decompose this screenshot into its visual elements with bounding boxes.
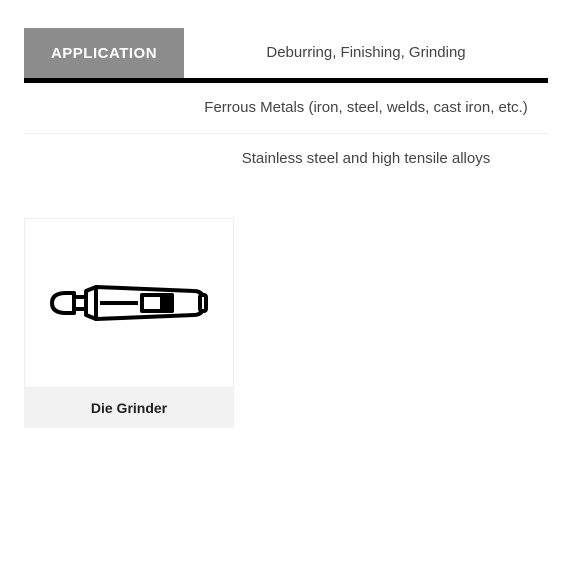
row-application-value: Deburring, Finishing, Grinding xyxy=(184,28,548,78)
row-metal-label: METAL xyxy=(24,83,184,133)
row-application-label: APPLICATION xyxy=(24,28,184,78)
spec-table: APPLICATION Deburring, Finishing, Grindi… xyxy=(24,28,548,184)
row-application: APPLICATION Deburring, Finishing, Grindi… xyxy=(24,28,548,78)
card-caption: Die Grinder xyxy=(24,388,234,428)
row-metal: METAL Ferrous Metals (iron, steel, welds… xyxy=(24,83,548,133)
row-stainless-value: Stainless steel and high tensile alloys xyxy=(184,134,548,184)
die-grinder-icon xyxy=(24,218,234,388)
row-stainless-label: STAINLESS xyxy=(24,134,184,184)
row-metal-value: Ferrous Metals (iron, steel, welds, cast… xyxy=(184,83,548,133)
product-card: Die Grinder xyxy=(24,218,234,428)
row-stainless: STAINLESS Stainless steel and high tensi… xyxy=(24,134,548,184)
